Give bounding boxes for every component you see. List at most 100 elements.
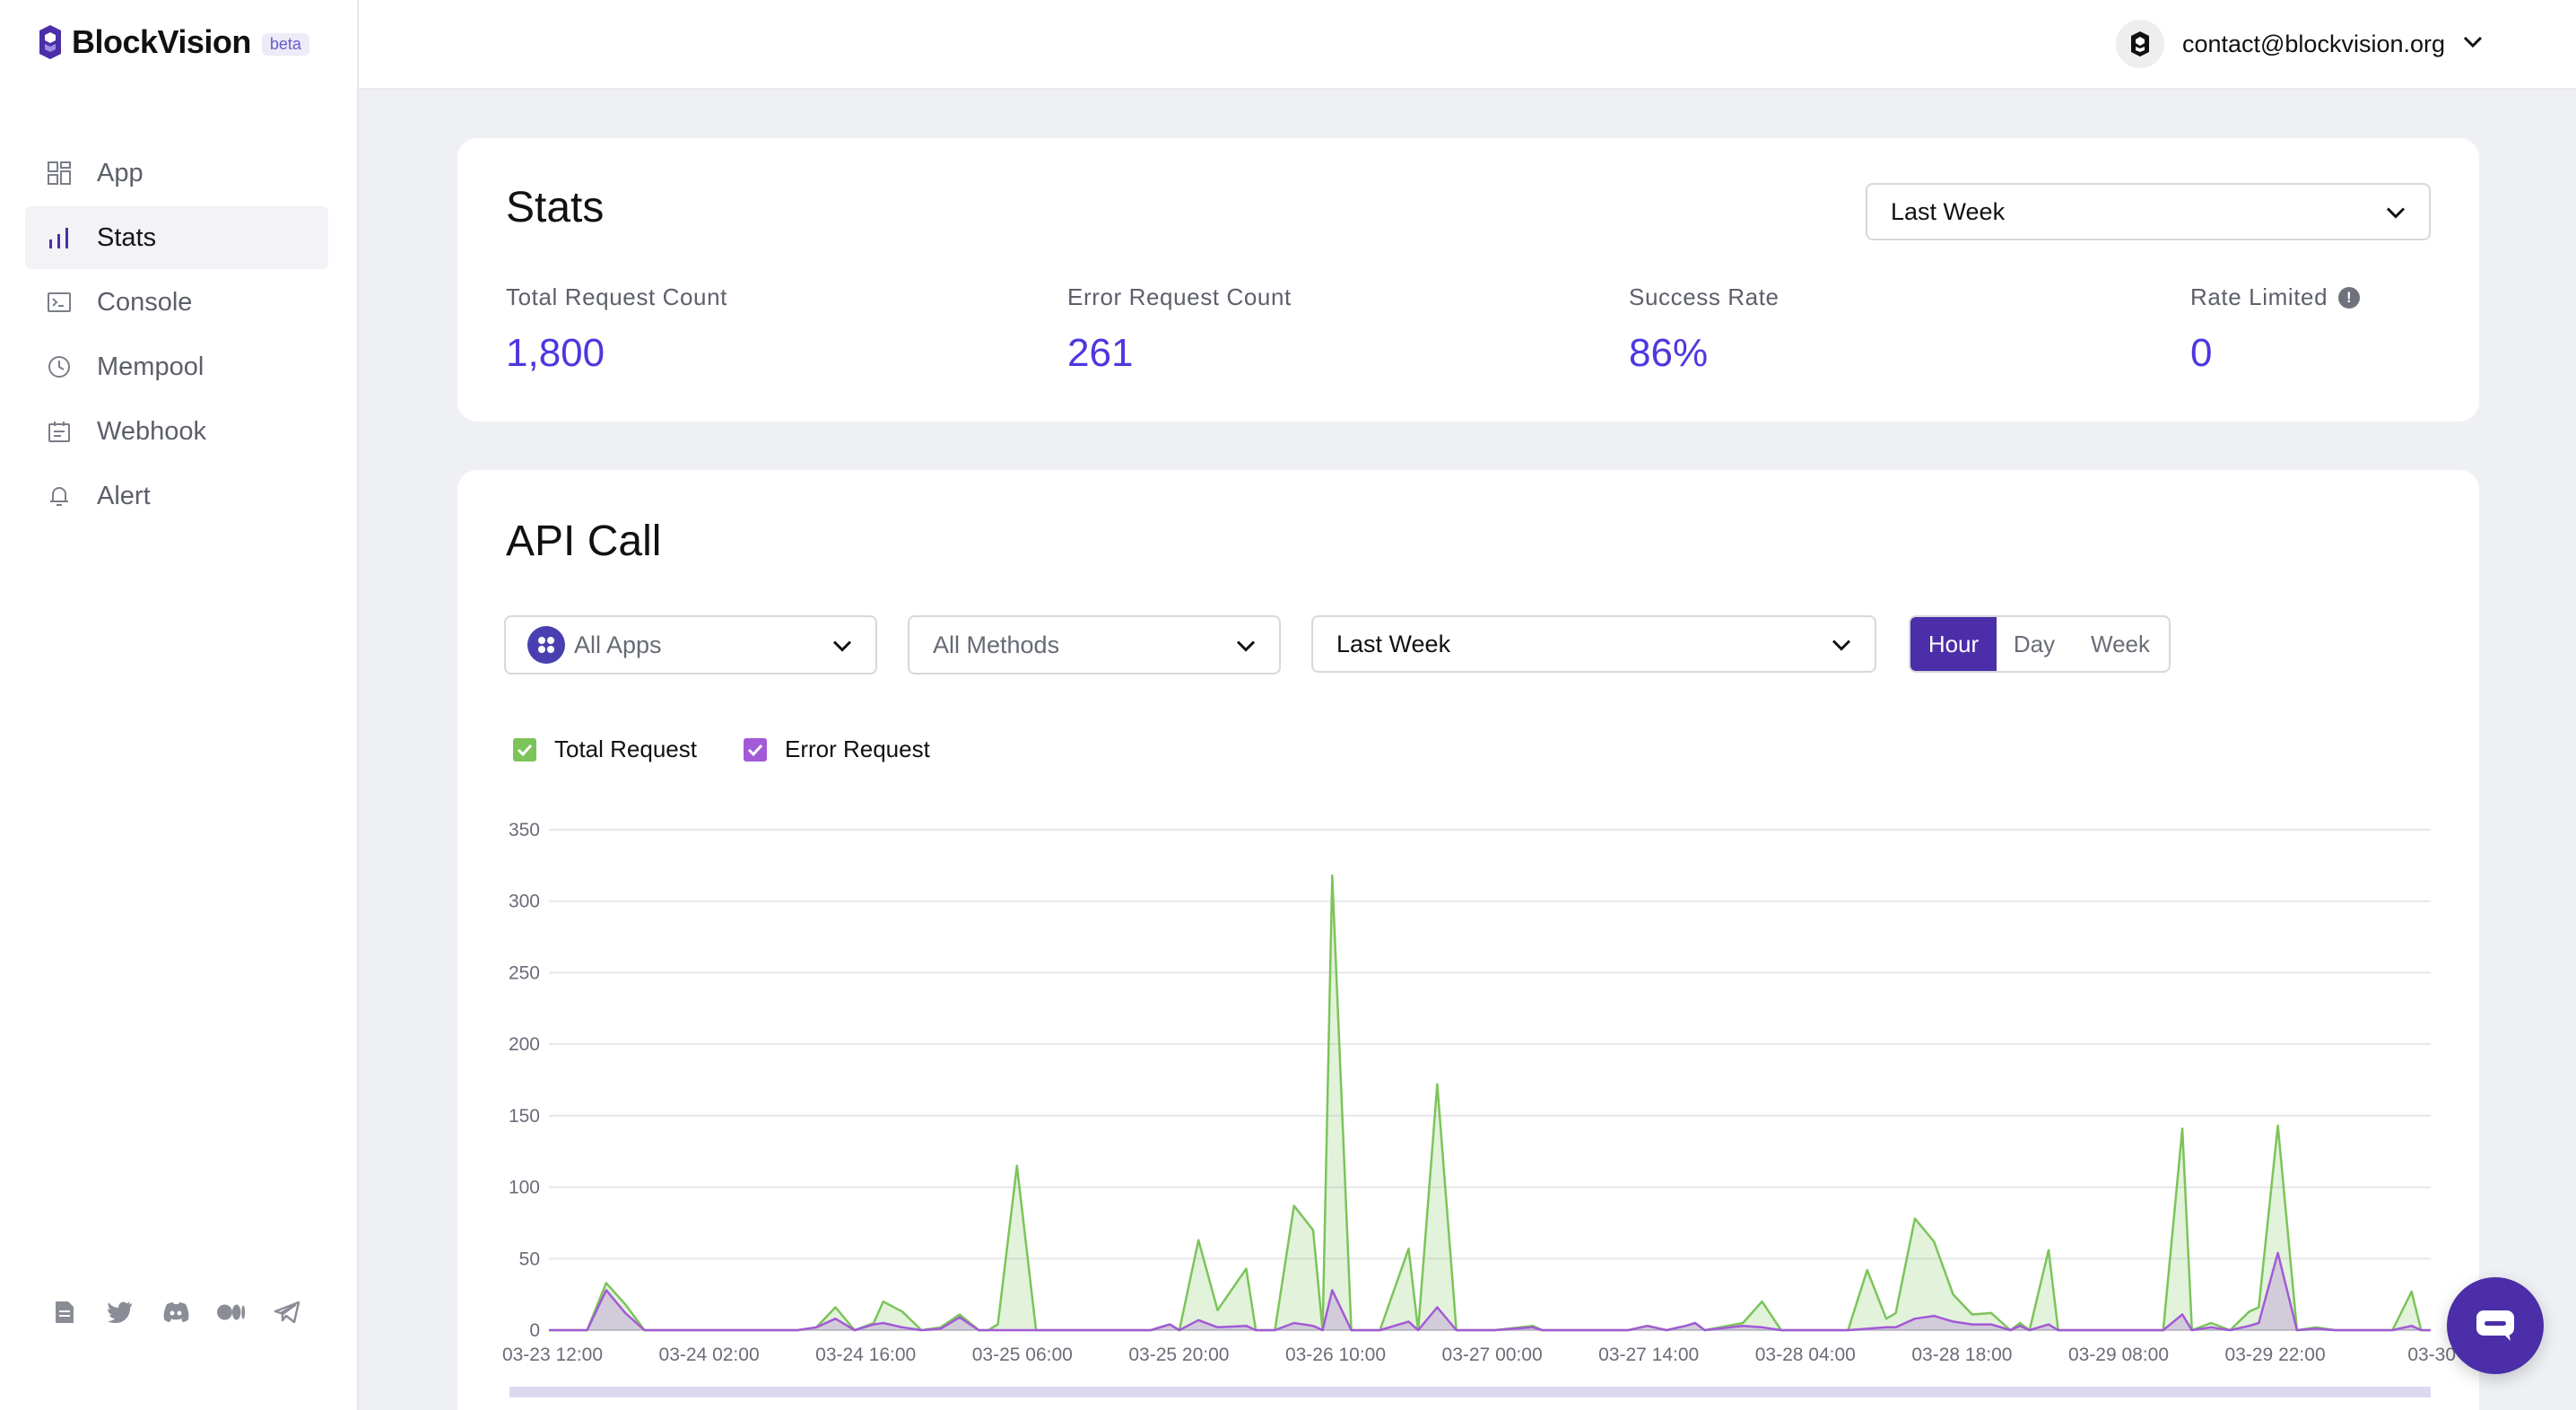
stat-label: Error Request Count [1067, 283, 1292, 310]
stat-value: 261 [1067, 331, 1134, 375]
stats-card: Stats Last Week Total Request Count 1,80… [457, 138, 2479, 422]
sidebar-item-label: App [97, 158, 144, 187]
sidebar-item-label: Webhook [97, 416, 206, 446]
x-tick-label: 03-28 18:00 [1911, 1345, 2012, 1365]
chevron-down-icon [1832, 631, 1851, 658]
methods-select-value: All Methods [933, 631, 1060, 658]
legend-label: Error Request [784, 735, 930, 762]
granularity-day-button[interactable]: Day [2013, 630, 2056, 657]
api-period-select[interactable]: Last Week [1311, 615, 1876, 673]
y-tick-label: 50 [519, 1249, 540, 1269]
blockvision-logo-icon [39, 25, 61, 59]
stat-value: 1,800 [506, 331, 605, 375]
series-line-total-request [549, 874, 2431, 1332]
account-menu[interactable]: contact@blockvision.org [2115, 20, 2483, 68]
sidebar-item-label: Console [97, 287, 193, 317]
y-tick-label: 300 [509, 892, 540, 912]
apps-select-value: All Apps [574, 631, 662, 658]
docs-icon[interactable] [50, 1299, 79, 1326]
chat-icon [2476, 1310, 2514, 1341]
section-title: API Call [506, 518, 662, 565]
sidebar-nav: App Stats Console Mempool Webhook [25, 142, 328, 529]
apps-select[interactable]: All Apps [504, 615, 877, 675]
page-title: Stats [506, 184, 605, 231]
api-call-card: API Call All Apps All Methods Last Week … [457, 470, 2479, 1410]
x-tick-label: 03-25 06:00 [972, 1345, 1073, 1365]
bar-chart-icon [47, 225, 72, 250]
webhook-icon [47, 419, 72, 444]
stat-value: 86% [1629, 331, 1709, 375]
telegram-icon[interactable] [273, 1299, 301, 1326]
chart-legend: Total Request Error Request [513, 735, 977, 763]
top-bar: contact@blockvision.org [359, 0, 2576, 90]
stats-period-value: Last Week [1891, 197, 2006, 225]
zoom-slider-track [509, 1387, 2431, 1397]
twitter-icon[interactable] [106, 1299, 135, 1326]
sidebar-item-label: Mempool [97, 352, 205, 381]
blockvision-avatar-icon [2130, 31, 2149, 57]
brand-logo[interactable]: BlockVision beta [38, 23, 309, 61]
stat-error-requests: Error Request Count 261 [1067, 283, 1292, 376]
x-tick-label: 03-29 22:00 [2225, 1345, 2326, 1365]
legend-label: Total Request [554, 735, 697, 762]
legend-total-request[interactable]: Total Request [513, 735, 697, 763]
y-tick-label: 150 [509, 1106, 540, 1127]
stat-label: Total Request Count [506, 283, 727, 310]
discord-icon[interactable] [161, 1299, 190, 1326]
bell-icon [47, 483, 72, 509]
stat-label: Success Rate [1629, 283, 1780, 310]
social-links [50, 1299, 301, 1326]
checkbox-checked-icon [513, 737, 536, 762]
account-email: contact@blockvision.org [2181, 30, 2445, 57]
stats-period-select[interactable]: Last Week [1866, 183, 2431, 240]
granularity-hour-button[interactable]: Hour [1910, 617, 1997, 671]
beta-badge: beta [261, 32, 309, 56]
stat-label-row: Rate Limited ! [2190, 283, 2361, 311]
y-tick-label: 0 [529, 1320, 540, 1341]
medium-icon[interactable] [217, 1299, 246, 1326]
granularity-toggle: Hour Day Week [1909, 615, 2171, 673]
methods-select[interactable]: All Methods [908, 615, 1281, 675]
y-tick-label: 250 [509, 962, 540, 983]
y-tick-label: 350 [509, 820, 540, 840]
api-period-value: Last Week [1336, 630, 1451, 657]
sidebar-item-stats[interactable]: Stats [25, 206, 328, 269]
stat-label: Rate Limited [2190, 283, 2328, 310]
checkbox-checked-icon [743, 737, 767, 762]
legend-error-request[interactable]: Error Request [743, 735, 930, 763]
brand-name: BlockVision [72, 23, 251, 60]
x-tick-label: 03-27 14:00 [1598, 1345, 1699, 1365]
sidebar-item-label: Stats [97, 222, 157, 252]
y-tick-label: 200 [509, 1034, 540, 1055]
apps-icon [527, 626, 565, 664]
x-tick-label: 03-30 [2407, 1345, 2456, 1365]
series-area-total-request [549, 875, 2431, 1330]
x-tick-label: 03-25 20:00 [1128, 1345, 1229, 1365]
chevron-down-icon [2386, 198, 2406, 226]
clock-icon [47, 354, 72, 379]
chevron-down-icon [2463, 36, 2483, 53]
stat-total-requests: Total Request Count 1,800 [506, 283, 727, 376]
x-tick-label: 03-27 00:00 [1442, 1345, 1543, 1365]
info-icon[interactable]: ! [2338, 286, 2361, 309]
x-tick-label: 03-29 08:00 [2068, 1345, 2169, 1365]
chevron-down-icon [1236, 631, 1256, 659]
sidebar: BlockVision beta App Stats Console Mem [0, 0, 359, 1410]
terminal-icon [47, 290, 72, 315]
chat-button[interactable] [2447, 1277, 2544, 1374]
stat-value: 0 [2190, 331, 2213, 375]
sidebar-item-mempool[interactable]: Mempool [25, 335, 328, 398]
stat-rate-limited: Rate Limited ! 0 [2190, 283, 2361, 376]
x-tick-label: 03-24 02:00 [659, 1345, 760, 1365]
x-tick-label: 03-26 10:00 [1285, 1345, 1386, 1365]
sidebar-item-app[interactable]: App [25, 142, 328, 205]
series-line-error-request [549, 1251, 2431, 1332]
sidebar-item-webhook[interactable]: Webhook [25, 400, 328, 463]
app-grid-icon [47, 161, 72, 186]
sidebar-item-alert[interactable]: Alert [25, 465, 328, 527]
y-tick-label: 100 [509, 1178, 540, 1198]
sidebar-item-console[interactable]: Console [25, 271, 328, 334]
x-tick-label: 03-23 12:00 [502, 1345, 603, 1365]
granularity-week-button[interactable]: Week [2091, 630, 2150, 657]
